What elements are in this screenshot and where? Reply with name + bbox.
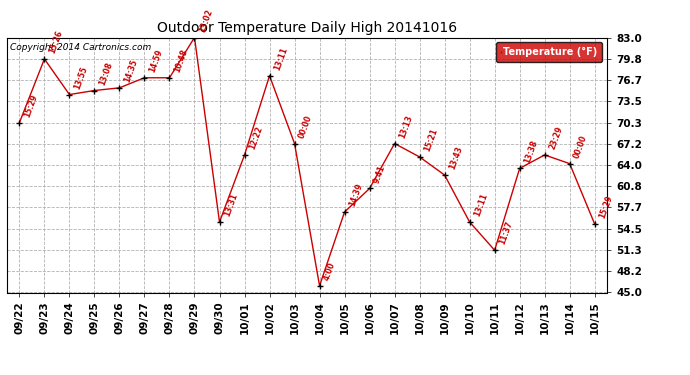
- Text: 9:41: 9:41: [373, 164, 387, 184]
- Text: Copyright 2014 Cartronics.com: Copyright 2014 Cartronics.com: [10, 43, 151, 52]
- Text: 10:48: 10:48: [172, 48, 189, 74]
- Text: 13:55: 13:55: [72, 65, 89, 90]
- Text: 11:37: 11:37: [497, 220, 514, 246]
- Text: 13:02: 13:02: [197, 8, 214, 33]
- Text: 15:29: 15:29: [22, 93, 39, 118]
- Text: 15:21: 15:21: [422, 127, 439, 153]
- Legend: Temperature (°F): Temperature (°F): [496, 42, 602, 62]
- Text: 13:43: 13:43: [447, 145, 464, 171]
- Text: 13:38: 13:38: [522, 138, 539, 164]
- Text: 13:11: 13:11: [273, 46, 289, 72]
- Title: Outdoor Temperature Daily High 20141016: Outdoor Temperature Daily High 20141016: [157, 21, 457, 35]
- Text: 13:08: 13:08: [97, 60, 114, 86]
- Text: 00:00: 00:00: [297, 114, 314, 140]
- Text: 4:00: 4:00: [322, 261, 337, 282]
- Text: 23:29: 23:29: [547, 125, 564, 151]
- Text: 14:39: 14:39: [347, 182, 364, 208]
- Text: 00:00: 00:00: [573, 134, 589, 159]
- Text: 15:29: 15:29: [598, 194, 614, 220]
- Text: 15:26: 15:26: [47, 29, 64, 55]
- Text: 13:11: 13:11: [473, 192, 489, 218]
- Text: 13:31: 13:31: [222, 192, 239, 218]
- Text: 12:22: 12:22: [247, 125, 264, 151]
- Text: 13:13: 13:13: [397, 114, 414, 140]
- Text: 14:35: 14:35: [122, 58, 139, 84]
- Text: 14:59: 14:59: [147, 48, 164, 74]
